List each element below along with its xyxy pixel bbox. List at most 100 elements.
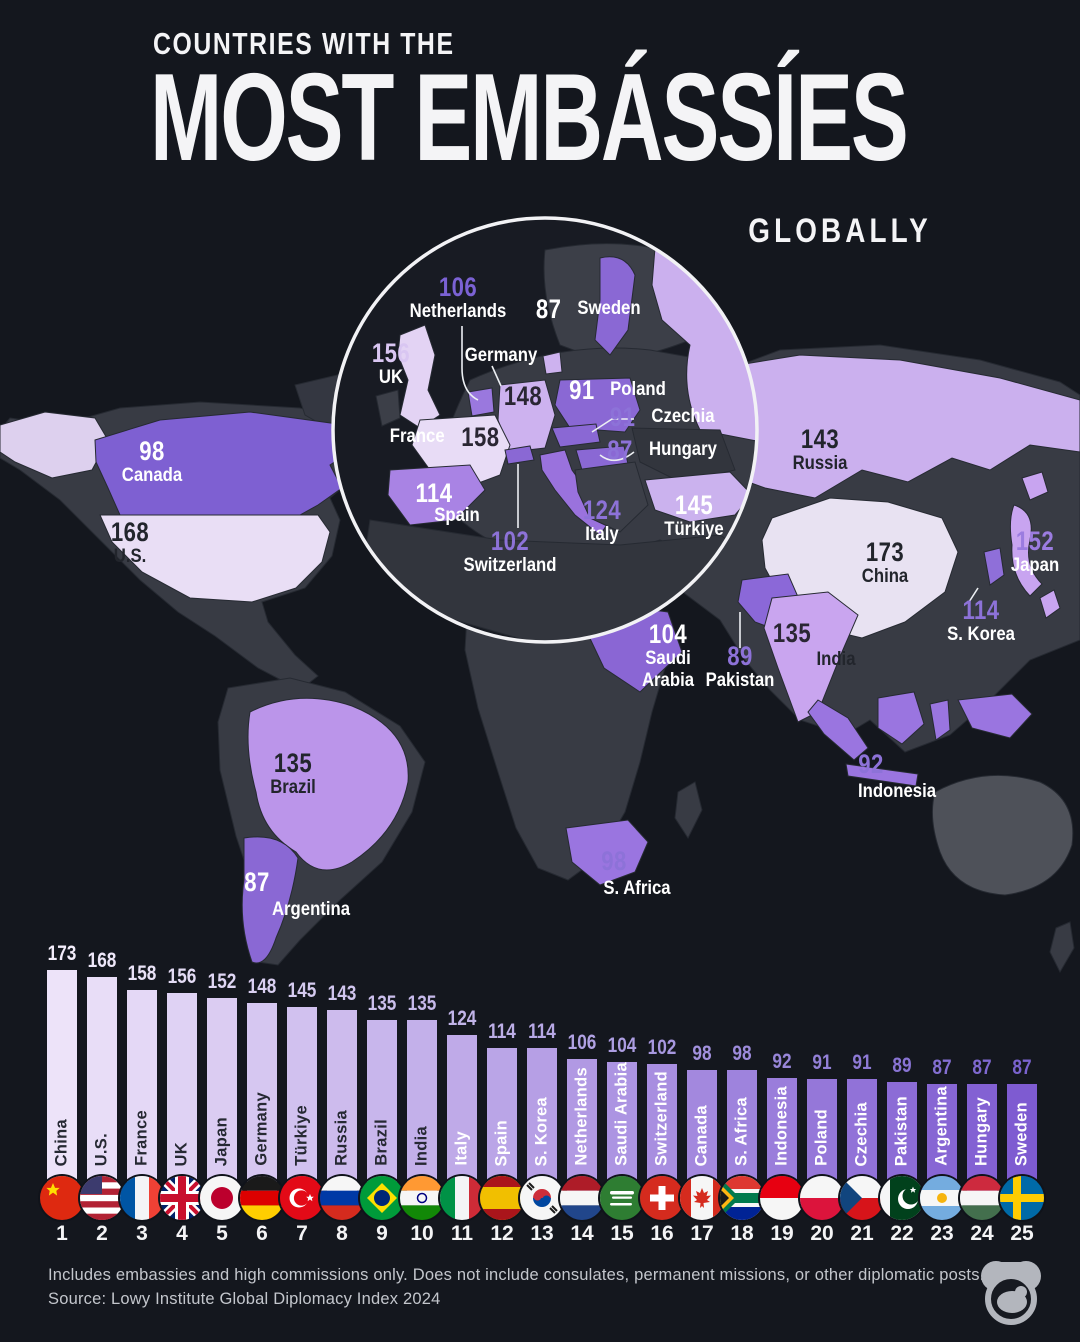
bar-slot-saudi-arabia: 104 Saudi Arabia 15 (600, 950, 644, 1246)
rank-number: 18 (730, 1222, 754, 1245)
bar-slot-italy: 124 Italy 11 (440, 950, 484, 1246)
bar-country-label: Canada (692, 1104, 711, 1166)
rank-number: 6 (256, 1222, 268, 1245)
bar-slot-s-korea: 114 S. Korea 13 (520, 950, 564, 1246)
inset-country-sweden (594, 256, 636, 356)
rank-number: 25 (1010, 1222, 1034, 1245)
map-land-madagascar (674, 781, 703, 840)
bar-slot-japan: 152 Japan 5 (200, 950, 244, 1246)
bar-slot-france: 158 France 3 (120, 950, 164, 1246)
bar-country-label: Sweden (1012, 1101, 1031, 1166)
inset-country-turkiye (644, 471, 753, 523)
bar-country-label: France (132, 1110, 151, 1166)
bar (167, 993, 197, 1200)
bar-slot-china: 173 China 1 (40, 942, 84, 1246)
flag-hungary-icon (960, 1176, 1004, 1220)
rank-number: 20 (810, 1222, 834, 1245)
bar-country-label: Czechia (852, 1101, 871, 1166)
title-kicker: COUNTRIES WITH THE (153, 26, 455, 61)
rank-number: 14 (570, 1222, 594, 1245)
bar-value: 143 (327, 982, 357, 1005)
bar-slot-canada: 98 Canada 17 (680, 950, 724, 1246)
bar-country-label: Russia (332, 1110, 351, 1166)
bar (367, 1020, 397, 1200)
map-country-s-korea (983, 547, 1005, 586)
flag-argentina-icon (920, 1176, 964, 1220)
rank-number: 22 (890, 1222, 914, 1245)
flag-turkiye-icon (280, 1176, 324, 1220)
rank-number: 4 (176, 1222, 188, 1245)
bar-country-label: Netherlands (572, 1067, 591, 1166)
bar-slot-uk: 156 UK 4 (160, 950, 204, 1246)
flag-sweden-icon (1000, 1176, 1044, 1220)
flag-netherlands-icon (560, 1176, 604, 1220)
bar-slot-pakistan: 89 Pakistan 22 (880, 950, 924, 1246)
flag-india-icon (400, 1176, 444, 1220)
flag-brazil-icon (360, 1176, 404, 1220)
inset-circle-border (331, 216, 759, 644)
inset-country-denmark (542, 351, 563, 375)
bar-country-label: Poland (812, 1109, 831, 1166)
bar-value: 87 (1012, 1056, 1032, 1079)
flag-spain-icon (480, 1176, 524, 1220)
flag-japan-icon (200, 1176, 244, 1220)
inset-land-ireland (375, 389, 401, 427)
rank-number: 5 (216, 1222, 228, 1245)
flag-uk-icon (160, 1176, 204, 1220)
bar-slot-spain: 114 Spain 12 (480, 950, 524, 1246)
bar-country-label: China (52, 1118, 71, 1166)
map-country-indonesia (807, 691, 1033, 787)
bar-value: 102 (647, 1036, 677, 1059)
bar-slot-netherlands: 106 Netherlands 14 (560, 950, 604, 1246)
inset-country-spain (387, 464, 486, 526)
map-leader-lines (739, 587, 979, 648)
inset-leader-lines (461, 326, 635, 528)
rank-number: 12 (490, 1222, 514, 1245)
bar-value: 156 (167, 965, 197, 988)
bar-slot-russia: 143 Russia 8 (320, 950, 364, 1246)
bar-value: 148 (247, 975, 277, 998)
bar-value: 89 (892, 1054, 912, 1077)
bar-value: 114 (488, 1020, 516, 1043)
rank-number: 9 (376, 1222, 388, 1245)
bar-country-label: U.S. (92, 1132, 111, 1166)
bar (447, 1035, 477, 1200)
rank-number: 1 (56, 1222, 68, 1245)
bar-country-label: UK (172, 1141, 191, 1166)
bar (207, 998, 237, 1200)
bar-country-label: Switzerland (652, 1071, 671, 1166)
bar-country-label: Türkiye (292, 1105, 311, 1166)
flag-france-icon (120, 1176, 164, 1220)
title-subtitle: GLOBALLY (748, 212, 932, 250)
flag-us-icon (80, 1176, 124, 1220)
flag-switzerland-icon (640, 1176, 684, 1220)
bar-slot-s-africa: 98 S. Africa 18 (720, 950, 764, 1246)
bar-value: 91 (812, 1051, 832, 1074)
map-land-australia (931, 774, 1074, 896)
bar (127, 990, 157, 1200)
bar-value: 173 (47, 942, 77, 965)
map-country-s-africa (565, 819, 649, 886)
inset-country-switzerland (504, 445, 535, 465)
flag-s_korea-icon (520, 1176, 564, 1220)
bar-slot-t-rkiye: 145 Türkiye 7 (280, 950, 324, 1246)
bar (247, 1003, 277, 1200)
map-country-us (99, 514, 331, 603)
bar-country-label: S. Africa (732, 1096, 751, 1166)
bar (47, 970, 77, 1200)
bar-slot-sweden: 87 Sweden 25 (1000, 950, 1044, 1246)
embassies-bar-chart: 173 China 1 168 U.S. 2 158 France 3 156 UK 4 152 Japa… (40, 942, 1044, 1246)
rank-number: 24 (970, 1222, 994, 1245)
map-country-alaska (0, 411, 109, 479)
bar-value: 91 (852, 1051, 872, 1074)
bar-slot-poland: 91 Poland 20 (800, 950, 844, 1246)
bar-value: 104 (607, 1034, 637, 1057)
bar-value: 135 (407, 992, 437, 1015)
bar-value: 152 (207, 970, 237, 993)
flag-italy-icon (440, 1176, 484, 1220)
bar-value: 158 (127, 962, 157, 985)
rank-number: 13 (530, 1222, 554, 1245)
rank-number: 19 (770, 1222, 794, 1245)
bar-country-label: Argentina (932, 1086, 951, 1166)
rank-number: 17 (690, 1222, 714, 1245)
